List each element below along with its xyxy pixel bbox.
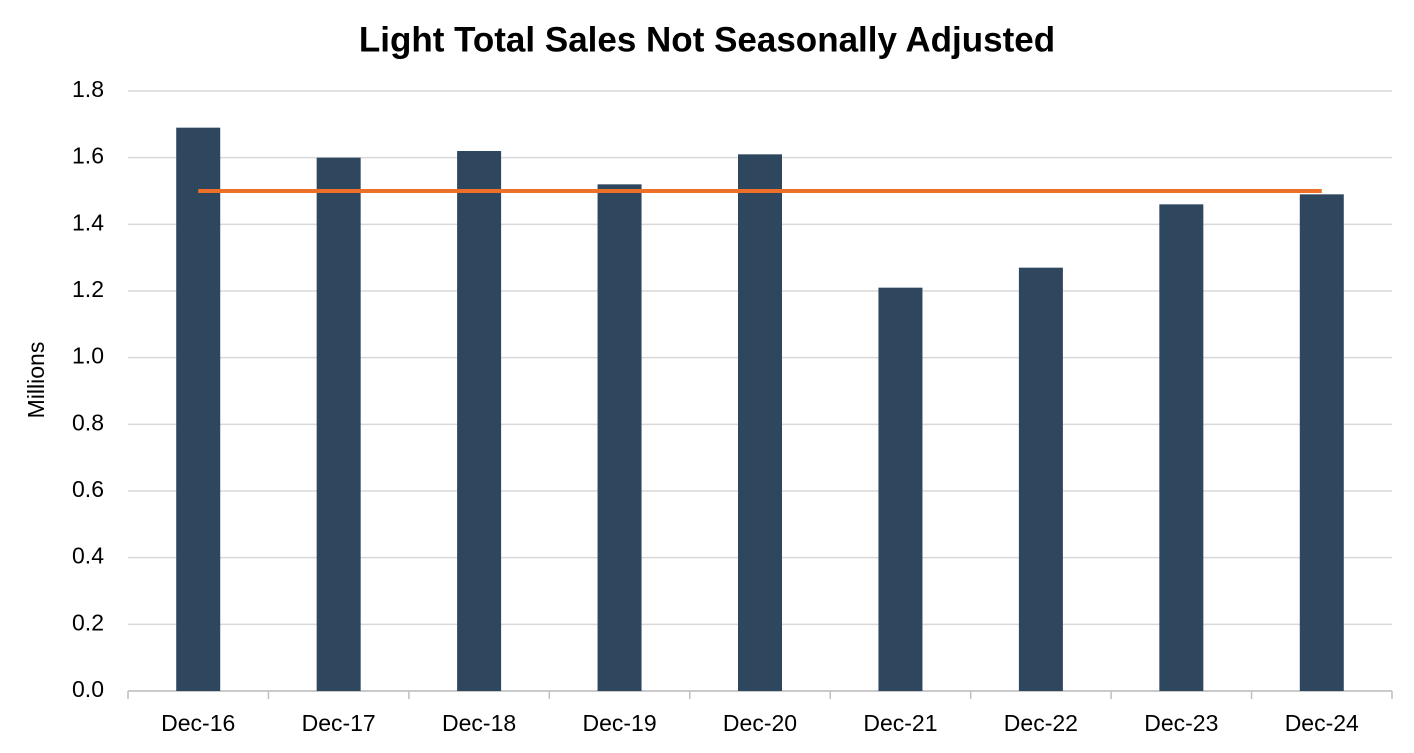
y-axis-label: Millions [23,342,49,419]
x-tick-label: Dec-20 [723,710,797,736]
y-tick-label: 0.2 [72,609,104,635]
x-tick-label: Dec-23 [1144,710,1218,736]
bar [1299,194,1344,692]
bar [316,157,361,691]
y-tick-label: 0.8 [72,409,104,435]
chart-title: Light Total Sales Not Seasonally Adjuste… [359,20,1055,59]
x-tick-label: Dec-24 [1285,710,1359,736]
y-tick-label: 0.6 [72,476,104,502]
y-tick-label: 1.8 [72,76,104,102]
y-tick-label: 1.6 [72,143,104,169]
x-tick-label: Dec-19 [582,710,656,736]
x-tick-label: Dec-18 [442,710,516,736]
x-tick-label: Dec-21 [863,710,937,736]
bar [1018,267,1063,691]
x-tick-label: Dec-22 [1004,710,1078,736]
bar [597,184,642,692]
y-tick-label: 0.4 [72,543,104,569]
x-tick-label: Dec-16 [161,710,235,736]
bar [176,127,221,691]
bar [1159,204,1204,692]
x-tick-label: Dec-17 [302,710,376,736]
y-tick-label: 1.0 [72,343,104,369]
bar [878,287,923,691]
y-tick-label: 1.4 [72,209,104,235]
bar [738,154,782,692]
y-tick-label: 0.0 [72,676,104,702]
y-tick-label: 1.2 [72,276,104,302]
bar [457,151,502,691]
